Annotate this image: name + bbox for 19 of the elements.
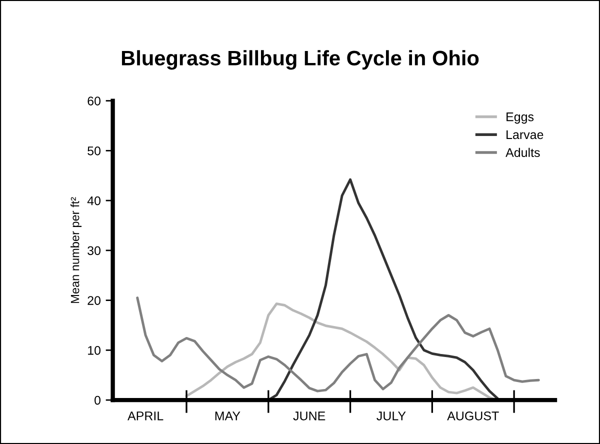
chart-title: Bluegrass Billbug Life Cycle in Ohio — [122, 50, 479, 70]
y-tick-label: 50 — [88, 146, 101, 156]
y-axis-title: Mean number per ft² — [70, 197, 82, 303]
legend-label: Adults — [506, 148, 540, 158]
x-tick-label: JUNE — [293, 412, 326, 420]
y-tick-label: 30 — [88, 246, 101, 256]
y-tick-label: 10 — [88, 346, 101, 355]
y-tick-label: 40 — [87, 196, 101, 206]
x-tick-label: AUGUST — [447, 411, 499, 420]
y-tick-label: 20 — [88, 296, 101, 305]
x-tick-label: JULY — [376, 412, 406, 420]
y-tick-label: 60 — [88, 96, 101, 106]
x-tick-label: APRIL — [128, 412, 164, 420]
legend-label: Larvae — [506, 130, 544, 140]
legend-label: Eggs — [506, 112, 534, 124]
x-tick-label: MAY — [215, 412, 240, 420]
line-series — [136, 296, 540, 392]
line-series — [267, 178, 499, 400]
y-tick-label: 0 — [94, 396, 101, 405]
